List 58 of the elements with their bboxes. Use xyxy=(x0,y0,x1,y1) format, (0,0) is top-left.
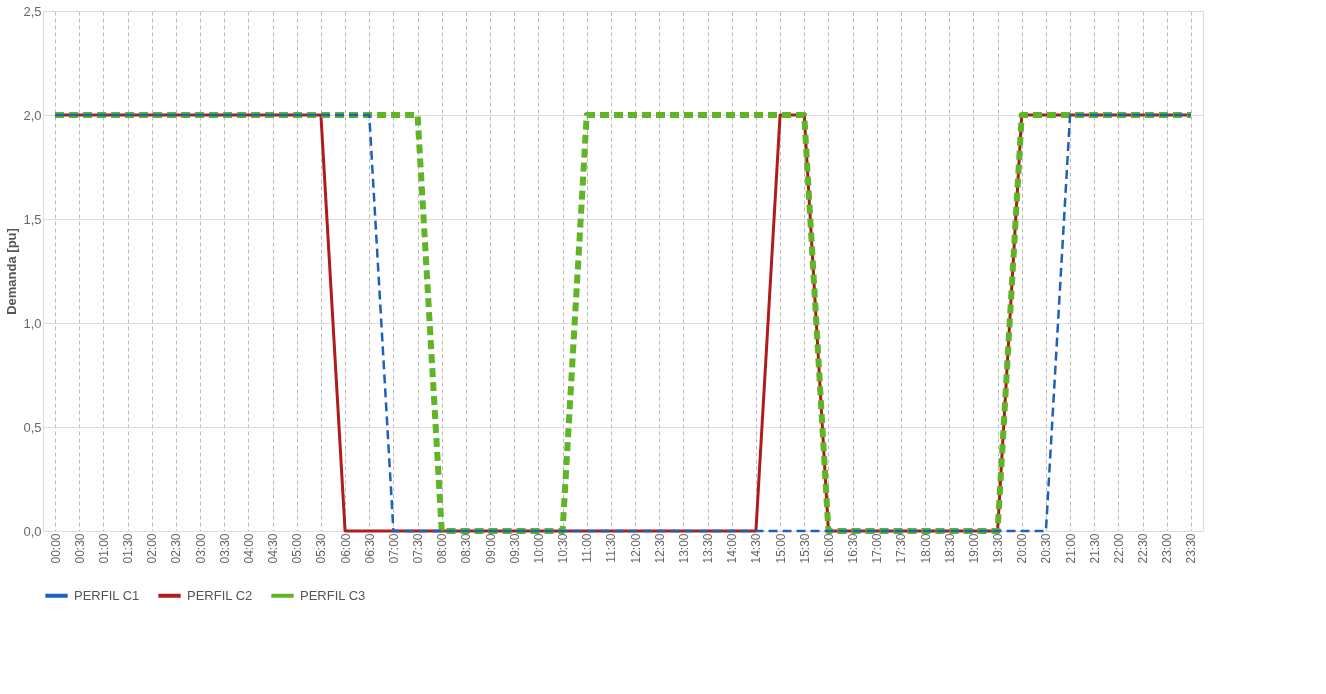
x-tick-label: 15:00 xyxy=(773,533,788,564)
x-tick-label: 06:30 xyxy=(362,533,377,564)
legend-label: PERFIL C3 xyxy=(300,587,366,603)
x-tick-label: 00:00 xyxy=(48,533,63,564)
y-tick-label: 0,0 xyxy=(23,523,42,539)
x-tick-label: 02:00 xyxy=(145,533,160,564)
x-tick-label: 23:30 xyxy=(1184,533,1199,564)
y-tick-label: 0,5 xyxy=(23,419,42,435)
x-tick-label: 03:00 xyxy=(193,533,208,564)
x-tick-label: 09:30 xyxy=(507,533,522,564)
x-tick-label: 07:00 xyxy=(386,533,401,564)
x-tick-label: 16:30 xyxy=(846,533,861,564)
legend-label: PERFIL C1 xyxy=(74,587,140,603)
x-tick-label: 17:30 xyxy=(894,533,909,564)
x-tick-label: 04:00 xyxy=(241,533,256,564)
x-tick-label: 14:00 xyxy=(725,533,740,564)
x-tick-label: 13:30 xyxy=(701,533,716,564)
x-tick-label: 08:30 xyxy=(459,533,474,564)
x-tick-label: 22:30 xyxy=(1136,533,1151,564)
x-tick-label: 05:30 xyxy=(314,533,329,564)
x-tick-label: 19:00 xyxy=(966,533,981,564)
y-axis-title: Demanda [pu] xyxy=(4,228,20,315)
x-tick-label: 07:30 xyxy=(411,533,426,564)
y-tick-label: 2,5 xyxy=(23,3,42,19)
y-tick-label: 1,0 xyxy=(23,315,42,331)
x-tick-label: 13:00 xyxy=(676,533,691,564)
x-tick-label: 05:00 xyxy=(290,533,305,564)
x-tick-label: 06:00 xyxy=(338,533,353,564)
x-tick-label: 01:00 xyxy=(96,533,111,564)
x-tick-label: 11:30 xyxy=(604,533,619,563)
x-tick-label: 02:30 xyxy=(169,533,184,564)
x-tick-label: 08:00 xyxy=(435,533,450,564)
y-tick-label: 2,0 xyxy=(23,107,42,123)
x-tick-label: 01:30 xyxy=(121,533,136,564)
x-tick-label: 11:00 xyxy=(580,533,595,563)
x-tick-label: 19:30 xyxy=(991,533,1006,564)
x-tick-label: 20:30 xyxy=(1039,533,1054,564)
x-tick-label: 16:00 xyxy=(821,533,836,564)
x-tick-label: 21:30 xyxy=(1087,533,1102,564)
x-tick-label: 18:00 xyxy=(918,533,933,564)
y-tick-label: 1,5 xyxy=(23,211,42,227)
x-tick-label: 10:00 xyxy=(531,533,546,564)
x-tick-label: 18:30 xyxy=(942,533,957,564)
x-tick-label: 22:00 xyxy=(1111,533,1126,564)
x-tick-label: 03:30 xyxy=(217,533,232,564)
x-tick-label: 00:30 xyxy=(72,533,87,564)
x-tick-label: 10:30 xyxy=(556,533,571,564)
x-tick-label: 23:00 xyxy=(1160,533,1175,564)
x-tick-label: 12:00 xyxy=(628,533,643,564)
x-tick-label: 20:00 xyxy=(1015,533,1030,564)
x-tick-label: 04:30 xyxy=(266,533,281,564)
x-tick-label: 15:30 xyxy=(797,533,812,564)
x-tick-label: 17:00 xyxy=(870,533,885,564)
legend-label: PERFIL C2 xyxy=(187,587,253,603)
x-tick-label: 21:00 xyxy=(1063,533,1078,564)
x-tick-label: 14:30 xyxy=(749,533,764,564)
x-tick-label: 09:00 xyxy=(483,533,498,564)
x-tick-label: 12:30 xyxy=(652,533,667,564)
